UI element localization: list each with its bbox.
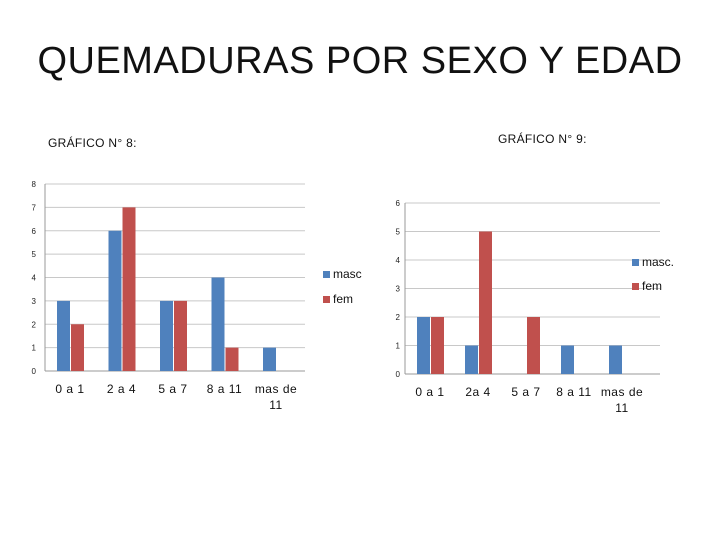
y-tick-label: 7 xyxy=(32,203,37,212)
y-tick-label: 8 xyxy=(32,180,37,189)
bar-masc-1 xyxy=(108,230,122,371)
y-tick-label: 2 xyxy=(396,313,401,322)
x-category-label: 5 a 7 xyxy=(511,385,540,399)
x-category-label: 2a 4 xyxy=(465,385,490,399)
bar-fem-1 xyxy=(122,207,136,371)
bar-masc-4 xyxy=(263,347,276,371)
x-category-label: 5 a 7 xyxy=(158,382,187,396)
y-tick-label: 5 xyxy=(396,228,401,237)
y-tick-label: 6 xyxy=(32,227,37,236)
bar-masc-3 xyxy=(561,345,574,374)
legend-label-fem: fem xyxy=(642,279,662,293)
y-tick-label: 1 xyxy=(32,344,37,353)
y-tick-label: 1 xyxy=(396,342,401,351)
y-tick-label: 0 xyxy=(396,370,401,379)
y-tick-label: 4 xyxy=(396,256,401,265)
x-category-label: 8 a 11 xyxy=(207,382,242,396)
bar-masc-0 xyxy=(417,317,430,374)
y-tick-label: 4 xyxy=(32,274,37,283)
bar-masc-1 xyxy=(465,345,478,374)
legend-swatch-masc xyxy=(632,259,639,266)
legend-label-fem: fem xyxy=(333,292,353,306)
bar-fem-0 xyxy=(431,317,444,374)
y-tick-label: 0 xyxy=(32,367,37,376)
x-category-label: 2 a 4 xyxy=(107,382,136,396)
legend-label-masc: masc xyxy=(333,267,362,281)
chart-9-title: GRÁFICO N° 9: xyxy=(498,132,587,146)
y-tick-label: 2 xyxy=(32,320,37,329)
bar-fem-3 xyxy=(225,347,239,371)
x-category-label: 0 a 1 xyxy=(415,385,444,399)
bar-fem-2 xyxy=(527,317,540,374)
legend-label-masc: masc. xyxy=(642,255,674,269)
bar-masc-0 xyxy=(57,300,70,371)
x-category-label: mas de 11 xyxy=(601,385,643,415)
bar-fem-1 xyxy=(479,231,492,374)
bar-fem-2 xyxy=(174,300,187,371)
legend-swatch-fem xyxy=(632,283,639,290)
x-category-label: 0 a 1 xyxy=(55,382,84,396)
x-category-label: mas de 11 xyxy=(255,382,297,412)
chart-8-title: GRÁFICO N° 8: xyxy=(48,136,137,150)
bar-masc-2 xyxy=(160,300,173,371)
y-tick-label: 6 xyxy=(396,199,401,208)
y-tick-label: 5 xyxy=(32,250,37,259)
x-category-label: 8 a 11 xyxy=(556,385,591,399)
bar-fem-0 xyxy=(71,324,84,371)
bar-masc-4 xyxy=(609,345,622,374)
bar-masc-3 xyxy=(211,277,225,371)
legend-swatch-masc xyxy=(323,271,330,278)
page-title: QUEMADURAS POR SEXO Y EDAD xyxy=(37,40,683,82)
y-tick-label: 3 xyxy=(396,285,401,294)
chart-8: 0 1 2 3 4 5 6 7 8 0 a 1 2 a 4 5 a 7 8 a 11 mas de 11 ma… xyxy=(32,180,362,412)
chart-9: 0 1 2 3 4 5 6 0 a 1 2a 4 5 a 7 8 a 11 mas de 11 masc.… xyxy=(396,199,674,415)
legend-swatch-fem xyxy=(323,296,330,303)
y-tick-label: 3 xyxy=(32,297,37,306)
